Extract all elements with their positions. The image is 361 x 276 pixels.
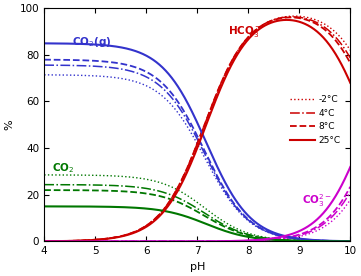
- Text: CO$_2$: CO$_2$: [52, 161, 74, 175]
- Text: CO$_2$(g): CO$_2$(g): [72, 36, 112, 49]
- Legend: -2°C, 4°C, 8°C, 25°C: -2°C, 4°C, 8°C, 25°C: [286, 92, 344, 148]
- Text: CO$_3^{2-}$: CO$_3^{2-}$: [302, 192, 332, 209]
- Y-axis label: %: %: [4, 120, 14, 130]
- X-axis label: pH: pH: [190, 262, 205, 272]
- Text: HCO$_3^-$: HCO$_3^-$: [228, 24, 262, 39]
